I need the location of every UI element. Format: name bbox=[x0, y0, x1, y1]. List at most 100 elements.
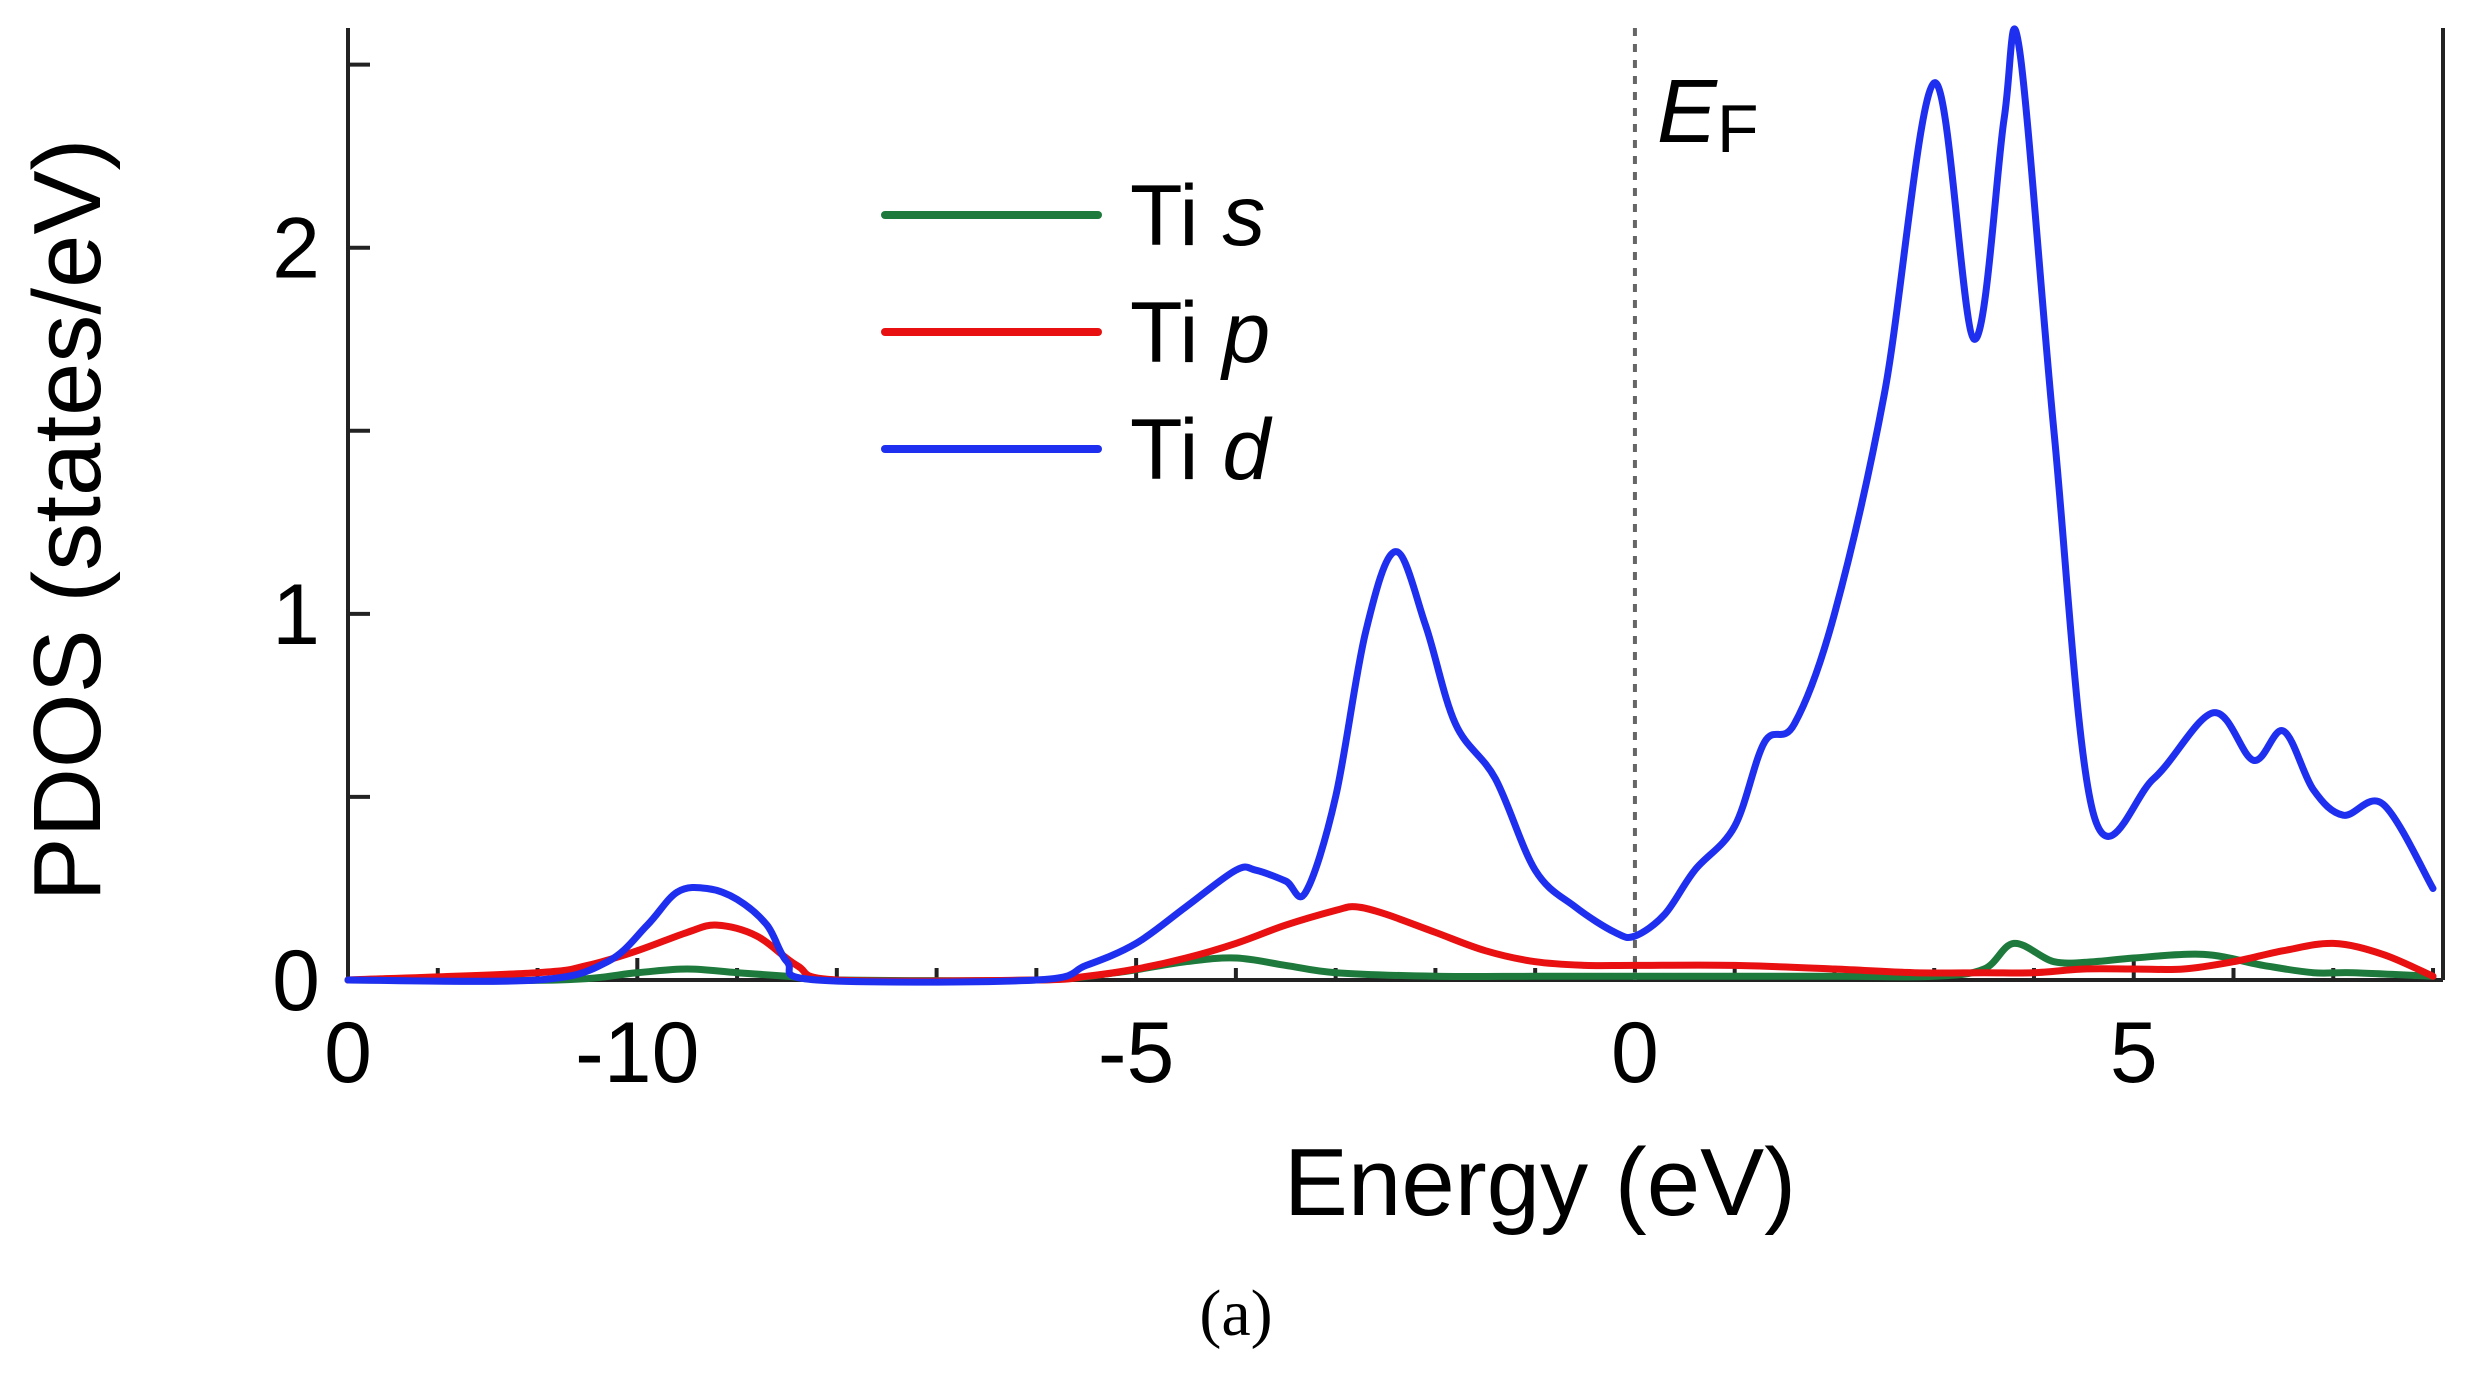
data-point-ti-s-11 bbox=[1285, 965, 1286, 966]
y-tick-labels: 0 1 2 bbox=[272, 201, 320, 1029]
legend-label-ti-d: Ti d bbox=[1130, 402, 1273, 498]
data-point-ti-d-12 bbox=[1136, 943, 1137, 944]
legend-orbital-ti-p: p bbox=[1219, 285, 1270, 381]
data-point-ti-d-45 bbox=[2313, 789, 2314, 790]
data-point-ti-p-6 bbox=[757, 936, 758, 937]
data-point-ti-d-25 bbox=[1575, 906, 1576, 907]
data-point-ti-d-41 bbox=[2153, 778, 2154, 779]
data-point-ti-p-34 bbox=[2383, 954, 2384, 955]
data-point-ti-d-37 bbox=[2004, 119, 2005, 120]
data-point-ti-d-18 bbox=[1335, 796, 1336, 797]
data-point-ti-p-22 bbox=[1634, 965, 1635, 966]
data-point-ti-d-16 bbox=[1285, 881, 1286, 882]
data-point-ti-p-18 bbox=[1435, 932, 1436, 933]
data-point-ti-p-1 bbox=[537, 972, 538, 973]
data-point-ti-d-14 bbox=[1235, 870, 1236, 871]
data-point-ti-d-31 bbox=[1764, 742, 1765, 743]
data-point-ti-d-1 bbox=[537, 980, 538, 981]
data-point-ti-d-17 bbox=[1305, 892, 1306, 893]
data-point-ti-d-40 bbox=[2093, 815, 2094, 816]
data-point-ti-p-17 bbox=[1385, 914, 1386, 915]
data-point-ti-p-35 bbox=[2433, 976, 2434, 977]
data-point-ti-d-22 bbox=[1455, 723, 1456, 724]
data-point-ti-p-4 bbox=[687, 932, 688, 933]
data-point-ti-d-2 bbox=[607, 961, 608, 962]
series-line-ti-p bbox=[344, 903, 2437, 985]
data-point-ti-p-15 bbox=[1335, 910, 1336, 911]
data-point-ti-p-29 bbox=[2133, 969, 2134, 970]
data-point-ti-s-19 bbox=[2014, 943, 2015, 944]
data-point-ti-d-9 bbox=[816, 980, 817, 981]
data-point-ti-d-46 bbox=[2343, 815, 2344, 816]
series-line-ti-s bbox=[344, 939, 2437, 985]
data-point-ti-d-15 bbox=[1255, 870, 1256, 871]
data-point-ti-s-15 bbox=[1634, 976, 1635, 977]
legend-orbital-ti-d: d bbox=[1222, 402, 1273, 498]
data-point-ti-d-39 bbox=[2053, 430, 2054, 431]
data-point-ti-p-16 bbox=[1355, 906, 1356, 907]
data-point-ti-d-33 bbox=[1834, 613, 1835, 614]
data-point-ti-d-38 bbox=[2019, 46, 2020, 47]
legend-orbital-ti-s: s bbox=[1222, 168, 1265, 264]
data-point-ti-d-30 bbox=[1734, 826, 1735, 827]
fermi-level-label-main: E bbox=[1657, 62, 1718, 162]
data-point-ti-s-3 bbox=[687, 969, 688, 970]
data-point-ti-s-16 bbox=[1834, 976, 1835, 977]
data-point-ti-p-27 bbox=[2033, 972, 2034, 973]
x-tick-label-2: -5 bbox=[1098, 1005, 1174, 1101]
data-point-ti-p-31 bbox=[2233, 961, 2234, 962]
x-tick-label-1: -10 bbox=[575, 1005, 699, 1101]
data-point-ti-d-21 bbox=[1425, 624, 1426, 625]
data-point-ti-p-3 bbox=[637, 950, 638, 951]
data-point-ti-d-28 bbox=[1664, 914, 1665, 915]
legend-element-ti-p: Ti bbox=[1130, 285, 1222, 381]
data-point-ti-d-6 bbox=[737, 899, 738, 900]
data-point-ti-d-19 bbox=[1365, 632, 1366, 633]
data-point-ti-p-21 bbox=[1585, 965, 1586, 966]
data-point-ti-p-19 bbox=[1485, 950, 1486, 951]
data-point-ti-s-12 bbox=[1335, 972, 1336, 973]
x-tick-label-4: 5 bbox=[2110, 1005, 2158, 1101]
data-point-ti-s-22 bbox=[2133, 958, 2134, 959]
data-point-ti-p-32 bbox=[2283, 950, 2284, 951]
data-point-ti-d-35 bbox=[1934, 82, 1935, 83]
data-point-ti-d-7 bbox=[767, 925, 768, 926]
data-point-ti-p-5 bbox=[717, 925, 718, 926]
y-tick-label-2: 1 bbox=[272, 567, 320, 663]
data-point-ti-d-3 bbox=[647, 925, 648, 926]
data-point-ti-d-23 bbox=[1495, 778, 1496, 779]
data-point-ti-d-47 bbox=[2383, 804, 2384, 805]
data-point-ti-s-13 bbox=[1435, 976, 1436, 977]
legend-label-ti-s: Ti s bbox=[1130, 168, 1265, 264]
data-point-ti-p-7 bbox=[796, 965, 797, 966]
data-point-ti-s-10 bbox=[1235, 958, 1236, 959]
data-point-ti-p-33 bbox=[2333, 943, 2334, 944]
data-point-ti-d-11 bbox=[1086, 965, 1087, 966]
data-point-ti-d-44 bbox=[2283, 731, 2284, 732]
data-point-ti-s-24 bbox=[2263, 965, 2264, 966]
data-point-ti-d-32 bbox=[1794, 723, 1795, 724]
data-point-ti-d-29 bbox=[1694, 870, 1695, 871]
data-point-ti-d-10 bbox=[1036, 980, 1037, 981]
data-point-ti-d-20 bbox=[1395, 551, 1396, 552]
data-point-ti-s-2 bbox=[637, 972, 638, 973]
data-point-ti-s-21 bbox=[2093, 961, 2094, 962]
data-point-ti-s-20 bbox=[2053, 961, 2054, 962]
data-point-ti-p-12 bbox=[1186, 958, 1187, 959]
data-point-ti-p-30 bbox=[2183, 969, 2184, 970]
fermi-level-label-sub: F bbox=[1717, 91, 1759, 167]
data-point-ti-d-26 bbox=[1614, 932, 1615, 933]
data-point-ti-p-11 bbox=[1136, 969, 1137, 970]
data-point-ti-d-8 bbox=[786, 961, 787, 962]
data-point-ti-p-23 bbox=[1734, 965, 1735, 966]
x-tick-label-3: 0 bbox=[1611, 1005, 1659, 1101]
y-tick-label-0: 0 bbox=[272, 933, 320, 1029]
data-point-ti-d-48 bbox=[2433, 888, 2434, 889]
legend-label-ti-p: Ti p bbox=[1130, 285, 1270, 381]
data-point-ti-p-10 bbox=[1086, 976, 1087, 977]
tick-marks bbox=[346, 62, 2436, 982]
data-point-ti-p-2 bbox=[587, 965, 588, 966]
data-point-ti-d-27 bbox=[1634, 936, 1635, 937]
data-point-ti-s-26 bbox=[2353, 972, 2354, 973]
